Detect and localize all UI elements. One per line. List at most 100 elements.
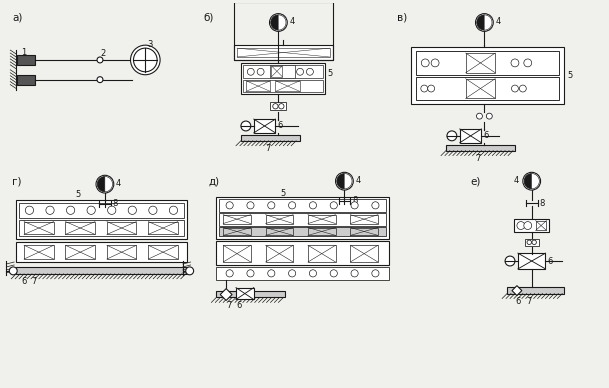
Circle shape	[517, 222, 525, 229]
Circle shape	[476, 14, 493, 31]
Polygon shape	[278, 15, 286, 30]
Circle shape	[226, 270, 233, 277]
Bar	[16, 200, 187, 239]
Bar	[16, 267, 187, 274]
Bar	[223, 245, 251, 262]
Bar	[308, 245, 336, 262]
Circle shape	[268, 202, 275, 209]
Circle shape	[351, 202, 358, 209]
Text: в): в)	[396, 13, 407, 23]
Bar	[243, 80, 323, 92]
Circle shape	[447, 131, 457, 141]
Circle shape	[169, 206, 178, 215]
Bar	[254, 119, 275, 133]
Bar	[24, 245, 54, 259]
Text: 8: 8	[113, 199, 118, 208]
Bar	[219, 199, 386, 212]
Circle shape	[289, 202, 296, 209]
Text: 8: 8	[352, 196, 357, 205]
Circle shape	[306, 68, 314, 75]
Circle shape	[66, 206, 75, 215]
Bar	[236, 288, 254, 300]
Bar	[350, 215, 378, 223]
Bar	[19, 203, 184, 218]
Bar	[266, 215, 293, 223]
Text: а): а)	[12, 13, 23, 23]
Circle shape	[279, 104, 284, 109]
Bar	[243, 65, 323, 78]
Circle shape	[97, 77, 103, 83]
Bar	[246, 81, 270, 92]
Circle shape	[247, 270, 254, 277]
Bar	[219, 227, 386, 236]
Bar	[275, 81, 300, 92]
Polygon shape	[532, 174, 539, 189]
Polygon shape	[105, 177, 113, 192]
Bar	[412, 47, 564, 104]
Bar	[66, 245, 95, 259]
Text: 5: 5	[328, 69, 333, 78]
Text: 7: 7	[476, 154, 481, 163]
Circle shape	[428, 85, 435, 92]
Text: 6: 6	[21, 277, 27, 286]
Text: 6: 6	[236, 301, 241, 310]
Circle shape	[186, 267, 194, 275]
Circle shape	[226, 202, 233, 209]
Circle shape	[351, 270, 358, 277]
Text: 6: 6	[277, 121, 283, 130]
Text: 7: 7	[527, 297, 532, 306]
Bar	[216, 291, 285, 298]
Bar	[506, 259, 509, 263]
Circle shape	[309, 202, 317, 209]
Bar	[216, 241, 389, 265]
Circle shape	[149, 206, 157, 215]
Bar	[237, 48, 329, 57]
Bar	[24, 222, 54, 234]
Circle shape	[26, 206, 33, 215]
Bar	[507, 287, 564, 294]
Bar	[19, 220, 184, 236]
Bar	[466, 79, 495, 99]
Circle shape	[97, 57, 103, 63]
Bar	[66, 222, 95, 234]
Circle shape	[511, 59, 519, 67]
Bar	[241, 63, 325, 94]
Circle shape	[523, 172, 541, 190]
Circle shape	[9, 267, 17, 275]
Circle shape	[289, 270, 296, 277]
Bar	[514, 219, 549, 232]
Bar	[518, 253, 546, 269]
Text: 8: 8	[540, 199, 545, 208]
Bar	[350, 245, 378, 262]
Bar	[308, 215, 336, 223]
Bar	[148, 222, 178, 234]
Polygon shape	[484, 15, 492, 30]
Circle shape	[130, 45, 160, 75]
Bar	[234, 45, 333, 60]
Bar	[417, 77, 559, 100]
Circle shape	[431, 59, 439, 67]
Bar	[17, 55, 35, 65]
Bar	[308, 227, 336, 236]
Bar	[219, 213, 386, 225]
Bar	[107, 245, 136, 259]
Text: 3: 3	[147, 40, 153, 48]
Circle shape	[273, 104, 278, 109]
Text: е): е)	[471, 176, 481, 186]
Text: г): г)	[12, 176, 22, 186]
Text: 6: 6	[484, 132, 489, 140]
Text: 7: 7	[226, 301, 231, 310]
Text: 4: 4	[514, 176, 519, 185]
Bar	[148, 245, 178, 259]
Bar	[234, 2, 333, 60]
Circle shape	[87, 206, 95, 215]
Circle shape	[46, 206, 54, 215]
Polygon shape	[97, 177, 105, 192]
Polygon shape	[345, 174, 352, 189]
Circle shape	[524, 59, 532, 67]
Bar	[223, 215, 251, 223]
Circle shape	[297, 68, 303, 75]
Bar	[16, 242, 187, 262]
Bar	[536, 221, 546, 230]
Polygon shape	[220, 289, 232, 300]
